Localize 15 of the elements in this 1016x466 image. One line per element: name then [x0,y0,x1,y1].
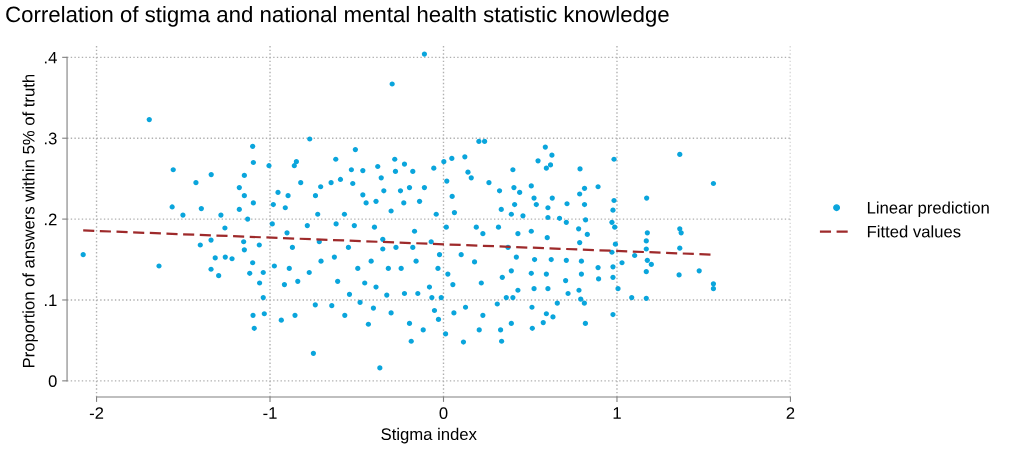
y-tick-label: .3 [44,132,57,145]
x-tick-label: 2 [786,407,795,419]
y-tick-label: 0 [48,375,57,388]
y-tick-label: .1 [44,294,57,307]
x-tick-label: -1 [263,407,277,419]
x-tick-label: 0 [439,407,448,419]
x-axis-title: Stigma index [381,427,477,444]
x-tick-label: 1 [613,407,621,419]
legend-label: Fitted values [867,225,961,238]
legend-label: Linear prediction [867,201,989,217]
chart-title: Correlation of stigma and national mental health statistic knowledge [6,5,669,27]
y-tick-label: .2 [44,213,57,226]
x-tick-label: -2 [89,407,104,419]
y-tick-label: .4 [44,51,57,64]
y-axis-title: Proportion of answers within 5% of truth [22,74,38,368]
